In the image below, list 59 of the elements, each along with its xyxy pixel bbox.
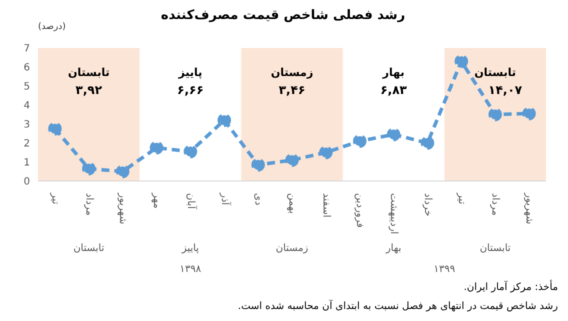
point — [184, 144, 198, 158]
point — [218, 113, 232, 127]
x-tick-label: اسفند — [320, 193, 332, 218]
text: زمستان — [274, 243, 310, 254]
text: مأخذ: مرکز آمار ایران. — [462, 282, 558, 293]
x-tick-label: خرداد — [422, 193, 433, 216]
annotation: ۶,۸۳ — [379, 83, 408, 97]
y-tick-label: 5 — [24, 82, 30, 93]
point — [352, 134, 366, 148]
y-tick-label: 6 — [24, 62, 30, 74]
annotation: ۳,۴۶ — [278, 83, 306, 97]
y-tick-label: 2 — [24, 138, 30, 150]
y-tick-label: 1 — [24, 158, 30, 169]
point — [488, 108, 502, 122]
point — [454, 54, 468, 68]
x-tick-label: مهر — [151, 192, 162, 208]
annotation: پاییز — [177, 66, 204, 79]
annotation: زمستان — [270, 66, 314, 79]
annotation: تابستان — [473, 66, 517, 79]
annotation: ۱۴,۰۷ — [487, 83, 524, 97]
annotation: بهار — [381, 66, 406, 79]
text: تابستان — [72, 243, 106, 254]
x-tick-label: تیر — [49, 192, 60, 205]
annotation: ۶,۶۶ — [176, 83, 205, 97]
text: بهار — [384, 243, 402, 254]
x-tick-label: بهمن — [286, 193, 298, 214]
y-tick-label: 3 — [24, 120, 30, 131]
point — [82, 162, 96, 176]
y-tick-label: 7 — [24, 44, 30, 55]
point — [386, 128, 400, 142]
x-tick-label: مرداد — [83, 193, 94, 216]
x-tick-label: آبان — [184, 193, 198, 210]
annotation: ۳,۹۲ — [74, 83, 104, 97]
text: ۱۳۹۸ — [178, 264, 202, 275]
text: ۱۳۹۹ — [432, 264, 456, 275]
y-tick-label: 0 — [24, 176, 30, 188]
point — [285, 153, 299, 167]
y-tick-label: 4 — [24, 100, 30, 112]
x-tick-label: اردیبهشت — [388, 193, 400, 234]
point — [48, 122, 62, 136]
y-axis-title: (درصد) — [38, 22, 66, 32]
text: تابستان — [478, 243, 512, 254]
x-tick-label: آذر — [218, 192, 232, 206]
x-tick-label: دی — [252, 193, 264, 206]
point — [522, 106, 536, 120]
point — [116, 164, 130, 178]
x-tick-label: تیر — [456, 192, 467, 205]
point — [319, 146, 333, 160]
annotation: تابستان — [67, 66, 111, 79]
x-tick-label: فروردین — [354, 193, 366, 228]
point — [150, 141, 164, 154]
x-tick-label: مرداد — [490, 193, 501, 216]
chart-title: رشد فصلی شاخص قیمت مصرف‌کننده — [160, 8, 406, 23]
point — [251, 158, 265, 172]
text: رشد شاخص قیمت در انتهای هر فصل نسبت به ابتدای آن محاسبه شده است. — [236, 301, 558, 312]
text: پاییز — [180, 243, 200, 254]
x-tick-label: شهریور — [524, 192, 535, 224]
x-tick-label: شهریور — [117, 192, 128, 224]
point — [420, 136, 434, 150]
